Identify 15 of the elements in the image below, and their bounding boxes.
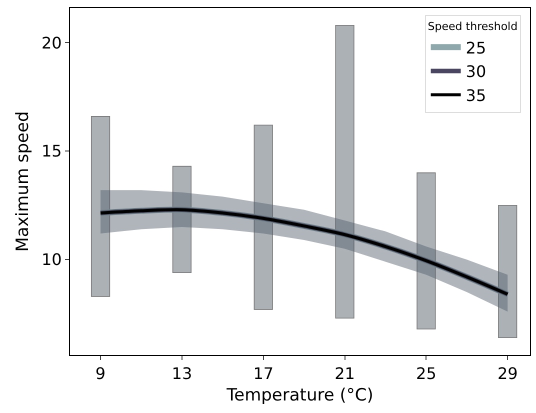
legend-label: 35 <box>466 86 486 105</box>
x-tick-label: 25 <box>416 364 436 384</box>
x-tick-label: 13 <box>172 364 192 384</box>
y-tick-label: 20 <box>41 33 62 52</box>
legend-title: Speed threshold <box>428 20 518 34</box>
x-tick-label: 21 <box>334 364 355 384</box>
y-tick-label: 10 <box>41 250 62 270</box>
legend-label: 25 <box>466 38 486 58</box>
x-tick-label: 29 <box>497 364 518 384</box>
x-axis-title: Temperature (°C) <box>226 386 374 406</box>
x-tick-label: 9 <box>95 364 106 384</box>
legend-label: 30 <box>466 62 486 82</box>
y-axis-title: Maximum speed <box>12 111 33 252</box>
y-tick-label: 15 <box>41 142 62 161</box>
x-tick-label: 17 <box>253 364 274 384</box>
